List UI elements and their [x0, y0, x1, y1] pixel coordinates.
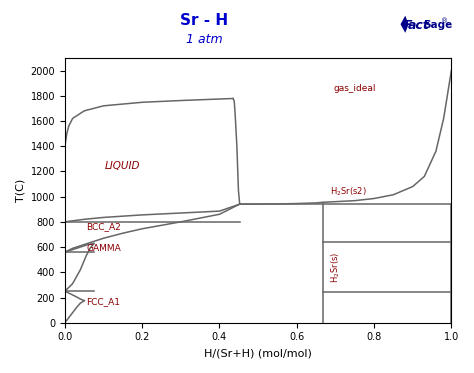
Text: H$_2$Sr(s): H$_2$Sr(s) — [329, 251, 342, 283]
Text: FCC_A1: FCC_A1 — [86, 297, 120, 307]
Text: LIQUID: LIQUID — [105, 161, 141, 171]
Text: 1 atm: 1 atm — [185, 33, 222, 46]
Text: BCC_A2: BCC_A2 — [86, 222, 121, 231]
Text: Sr - H: Sr - H — [180, 13, 228, 28]
Text: H$_2$Sr(s2): H$_2$Sr(s2) — [329, 185, 366, 198]
Text: Sage: Sage — [423, 21, 453, 30]
Text: gas_ideal: gas_ideal — [334, 84, 376, 93]
X-axis label: H/(Sr+H) (mol/mol): H/(Sr+H) (mol/mol) — [204, 348, 312, 358]
Text: F: F — [403, 19, 412, 32]
Text: GAMMA: GAMMA — [86, 244, 121, 253]
Text: ®: ® — [441, 18, 448, 24]
Y-axis label: T(C): T(C) — [15, 179, 25, 202]
Text: act: act — [408, 19, 429, 32]
